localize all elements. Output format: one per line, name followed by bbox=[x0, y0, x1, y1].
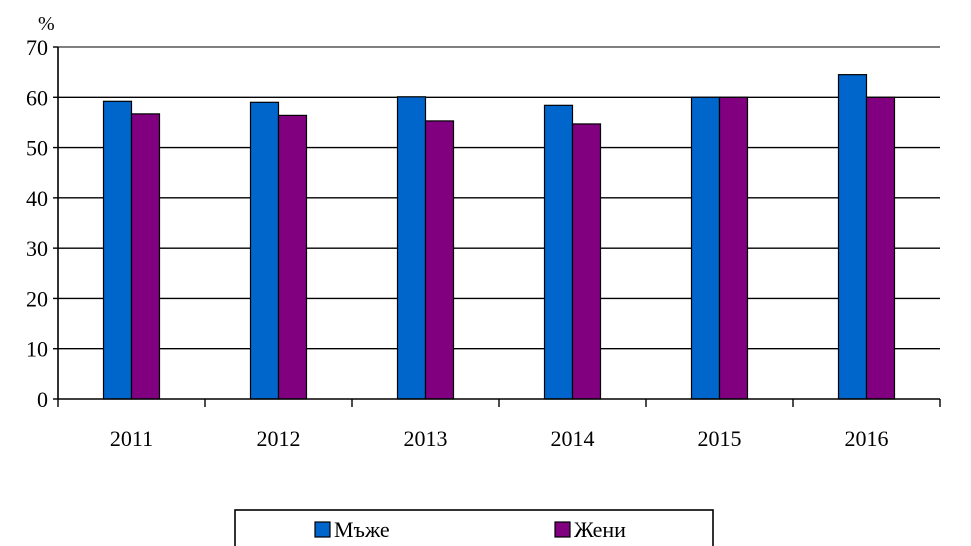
y-tick-label: 40 bbox=[26, 186, 48, 211]
y-tick-label: 0 bbox=[37, 387, 48, 412]
y-tick-label: 50 bbox=[26, 136, 48, 161]
bar-Мъже-2014 bbox=[543, 104, 574, 400]
axes bbox=[53, 46, 941, 407]
y-tick-label: 10 bbox=[26, 337, 48, 362]
bars bbox=[102, 74, 896, 400]
bar-Мъже-2015 bbox=[690, 96, 721, 400]
bar-Мъже-2013 bbox=[396, 96, 427, 400]
bar-Жени-2011 bbox=[130, 113, 161, 400]
y-tick-labels: 0 10 20 30 40 50 60 70 bbox=[26, 35, 48, 412]
legend-label: Мъже bbox=[334, 517, 390, 542]
y-tick-label: 60 bbox=[26, 85, 48, 110]
legend-label: Жени bbox=[574, 517, 626, 542]
bar-Мъже-2012 bbox=[249, 101, 280, 400]
bar-Жени-2015 bbox=[718, 96, 749, 400]
x-tick-labels: 2011 2012 2013 2014 2015 2016 bbox=[110, 426, 889, 451]
bar-Жени-2014 bbox=[571, 123, 602, 400]
x-tick-label: 2015 bbox=[698, 426, 742, 451]
bar-Жени-2013 bbox=[424, 120, 455, 400]
y-tick-label: 30 bbox=[26, 236, 48, 261]
y-tick-label: 20 bbox=[26, 286, 48, 311]
bar-Мъже-2011 bbox=[102, 100, 133, 400]
legend-swatch bbox=[554, 521, 571, 538]
bar-Мъже-2016 bbox=[837, 74, 868, 400]
x-tick-label: 2014 bbox=[551, 426, 595, 451]
legend: Мъже Жени bbox=[234, 509, 714, 546]
x-tick-label: 2013 bbox=[404, 426, 448, 451]
x-tick-label: 2012 bbox=[257, 426, 301, 451]
bar-Жени-2016 bbox=[865, 96, 896, 400]
y-axis-unit-label: % bbox=[38, 13, 55, 35]
legend-swatch bbox=[314, 521, 331, 538]
bar-Жени-2012 bbox=[277, 114, 308, 400]
y-tick-label: 70 bbox=[26, 35, 48, 60]
x-tick-label: 2016 bbox=[845, 426, 889, 451]
x-tick-label: 2011 bbox=[110, 426, 153, 451]
legend-box bbox=[234, 509, 714, 546]
gridlines bbox=[58, 46, 940, 350]
